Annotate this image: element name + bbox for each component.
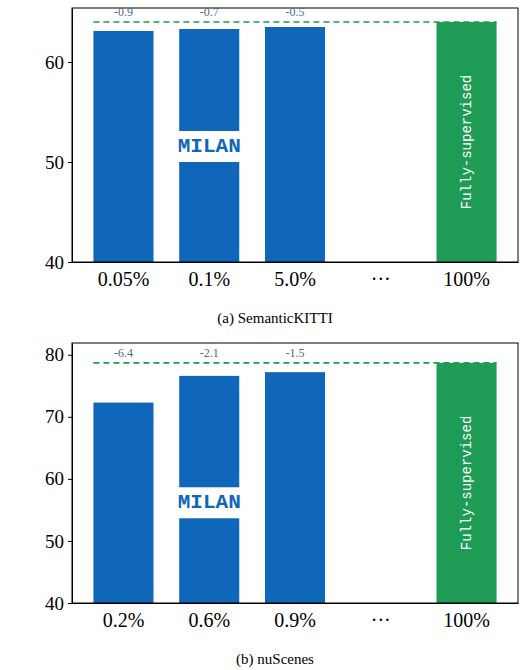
tick-label: 100%	[443, 609, 490, 631]
tick-label: 40	[45, 252, 64, 273]
title: (b) nuScenes	[236, 651, 314, 668]
tick: 60	[45, 468, 72, 489]
figure: 40 50 60 0.05% 0.1% 5.0% ··· 100% -0.9 -0.7 -0.5 MI…	[0, 0, 528, 670]
axis-line	[73, 603, 519, 604]
tick-label: ···	[371, 609, 391, 631]
tick: 0.2%	[103, 609, 145, 631]
tick: 0.1%	[188, 268, 230, 290]
tick-label: 0.2%	[103, 609, 145, 631]
tick: 50	[45, 152, 72, 173]
label-background	[156, 487, 263, 518]
tick-label: 0.9%	[274, 609, 316, 631]
annotation: -0.7	[200, 5, 219, 19]
axis-line	[72, 344, 73, 604]
tick-mark	[68, 262, 72, 263]
tick: 100%	[443, 268, 490, 290]
tick-label: 5.0%	[274, 268, 316, 290]
tick-label: 100%	[443, 268, 490, 290]
x-axis: 0.2% 0.6% 0.9% ··· 100%	[73, 604, 519, 632]
tick-mark	[68, 355, 72, 356]
annotation: -0.9	[114, 5, 133, 19]
tick: 0.05%	[98, 268, 150, 290]
label-background	[156, 131, 263, 162]
bar	[437, 363, 497, 603]
tick: 60	[45, 52, 72, 73]
tick: 5.0%	[274, 268, 316, 290]
tick-label: 60	[45, 468, 64, 489]
title: (a) SemanticKITTI	[217, 310, 332, 327]
axis-line	[73, 262, 519, 263]
tick-mark	[68, 541, 72, 542]
tick-label: 80	[45, 344, 64, 365]
tick: 40	[45, 593, 72, 614]
tick-label: 40	[45, 593, 64, 614]
tick: 0.6%	[188, 609, 230, 631]
plot-area	[93, 363, 496, 603]
tick-label: 70	[45, 406, 64, 427]
annotation: -6.4	[114, 346, 133, 360]
tick: 70	[45, 406, 72, 427]
bar	[265, 372, 325, 603]
tick: ···	[371, 268, 391, 290]
chart: 40 50 60 70 80 0.2% 0.6% 0.9% ··· 100% -6.4 -2.1 -1.…	[45, 343, 519, 668]
tick-label: 0.1%	[188, 268, 230, 290]
annotation: -2.1	[200, 346, 219, 360]
tick-mark	[68, 417, 72, 418]
x-axis: 0.05% 0.1% 5.0% ··· 100%	[73, 263, 519, 291]
tick: 50	[45, 531, 72, 552]
tick-label: 0.05%	[98, 268, 150, 290]
chart: 40 50 60 0.05% 0.1% 5.0% ··· 100% -0.9 -0.7 -0.5 MI…	[45, 5, 519, 327]
tick-label: 50	[45, 152, 64, 173]
tick: 80	[45, 344, 72, 365]
bar	[265, 27, 325, 262]
tick-mark	[68, 62, 72, 63]
series-label: MILAN	[178, 491, 241, 514]
series-label: Fully-supervised	[459, 75, 475, 209]
series-label-box: MILAN	[156, 131, 263, 162]
tick-label: 50	[45, 531, 64, 552]
tick-mark	[68, 479, 72, 480]
annotation: -1.5	[286, 346, 305, 360]
tick-label: 0.6%	[188, 609, 230, 631]
tick-mark	[68, 162, 72, 163]
tick: ···	[371, 609, 391, 631]
y-axis: 40 50 60	[45, 9, 73, 273]
tick-label: ···	[371, 268, 391, 290]
reference-line	[93, 362, 496, 364]
series-label: Fully-supervised	[459, 416, 475, 550]
bar	[93, 403, 153, 603]
plot-area	[93, 22, 496, 262]
tick-label: 60	[45, 52, 64, 73]
series-label: MILAN	[178, 135, 241, 158]
reference-line	[93, 21, 496, 23]
tick: 0.9%	[274, 609, 316, 631]
tick: 100%	[443, 609, 490, 631]
frame	[72, 8, 518, 262]
annotation: -0.5	[286, 5, 305, 19]
series-label-box: MILAN	[156, 487, 263, 518]
frame	[72, 343, 518, 603]
tick-mark	[68, 603, 72, 604]
bar	[93, 31, 153, 262]
bar	[437, 22, 497, 262]
axis-line	[72, 9, 73, 263]
y-axis: 40 50 60 70 80	[45, 344, 73, 614]
tick: 40	[45, 252, 72, 273]
